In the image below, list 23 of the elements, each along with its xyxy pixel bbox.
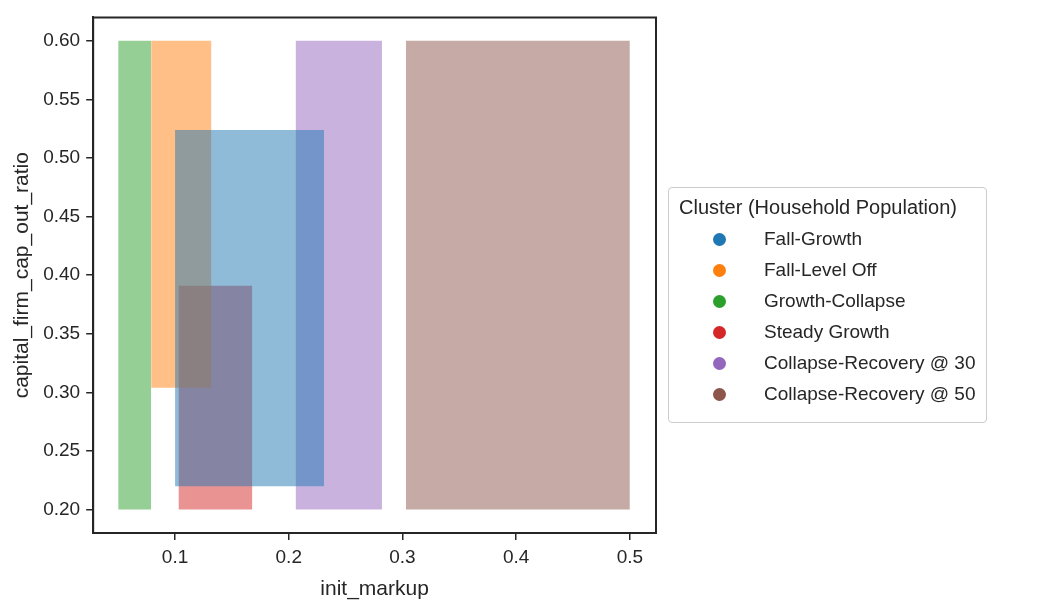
y-tick-label: 0.45 xyxy=(43,204,81,226)
y-tick-label: 0.50 xyxy=(43,146,81,168)
legend-label: Collapse-Recovery @ 50 xyxy=(764,383,976,405)
y-tick-label: 0.55 xyxy=(43,87,81,109)
legend-label: Steady Growth xyxy=(764,321,890,343)
legend-label: Fall-Growth xyxy=(764,228,863,250)
y-tick-label: 0.40 xyxy=(43,263,81,285)
x-tick-label: 0.5 xyxy=(616,545,644,567)
y-axis-title: capital_firm_cap_out_ratio xyxy=(9,152,34,399)
x-tick-label: 0.3 xyxy=(389,545,416,567)
x-tick-label: 0.2 xyxy=(275,545,302,567)
legend-label: Fall-Level Off xyxy=(764,259,877,281)
y-tick-label: 0.20 xyxy=(43,497,81,519)
legend-title: Cluster (Household Population) xyxy=(679,196,958,219)
x-axis-title: init_markup xyxy=(320,576,429,601)
y-tick-label: 0.30 xyxy=(43,380,81,402)
y-tick-label: 0.60 xyxy=(43,29,81,51)
x-tick-label: 0.1 xyxy=(161,545,189,567)
y-tick-label: 0.25 xyxy=(43,439,81,461)
x-tick-label: 0.4 xyxy=(502,545,530,567)
y-tick-label: 0.35 xyxy=(43,322,81,344)
legend-label: Growth-Collapse xyxy=(764,290,906,312)
legend-label: Collapse-Recovery @ 30 xyxy=(764,352,976,374)
